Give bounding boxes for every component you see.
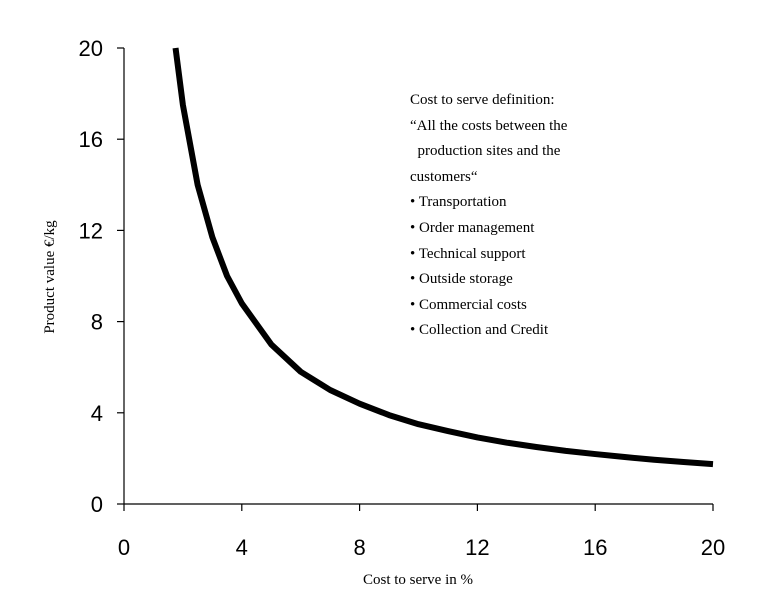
annotation-line: production sites and the — [410, 143, 561, 160]
x-axis-title: Cost to serve in % — [363, 572, 473, 588]
y-tick-label: 8 — [91, 310, 103, 335]
x-tick-labels: 0 4 8 12 16 20 — [118, 535, 725, 560]
annotation-line: • Outside storage — [410, 271, 513, 288]
x-tick-label: 12 — [465, 535, 489, 560]
tick-marks — [117, 47, 714, 511]
y-tick-labels: 0 4 8 12 16 20 — [79, 36, 103, 517]
annotation-line: • Commercial costs — [410, 296, 527, 313]
y-axis-title: Product value €/kg — [42, 220, 58, 334]
axes — [123, 48, 713, 505]
annotation-line: • Collection and Credit — [410, 322, 549, 339]
x-tick-label: 4 — [236, 535, 248, 560]
x-tick-label: 20 — [701, 535, 725, 560]
annotation-line: • Transportation — [410, 194, 507, 211]
annotation-line: Cost to serve definition: — [410, 92, 555, 108]
y-tick-label: 12 — [79, 218, 103, 243]
y-tick-label: 0 — [91, 492, 103, 517]
annotation-line: • Order management — [410, 219, 535, 236]
annotation-line: • Technical support — [410, 245, 526, 262]
x-tick-label: 8 — [353, 535, 365, 560]
series-layer — [172, 47, 714, 468]
cost-to-serve-definition-note: Cost to serve definition: “All the costs … — [410, 88, 567, 344]
y-tick-label: 4 — [91, 401, 103, 426]
annotation-line: customers“ — [410, 168, 478, 185]
series-line — [172, 47, 714, 468]
x-tick-label: 16 — [583, 535, 607, 560]
annotation-line: “All the costs between the — [410, 117, 568, 134]
y-tick-label: 20 — [79, 36, 103, 61]
x-tick-label: 0 — [118, 535, 130, 560]
y-tick-label: 16 — [79, 127, 103, 152]
